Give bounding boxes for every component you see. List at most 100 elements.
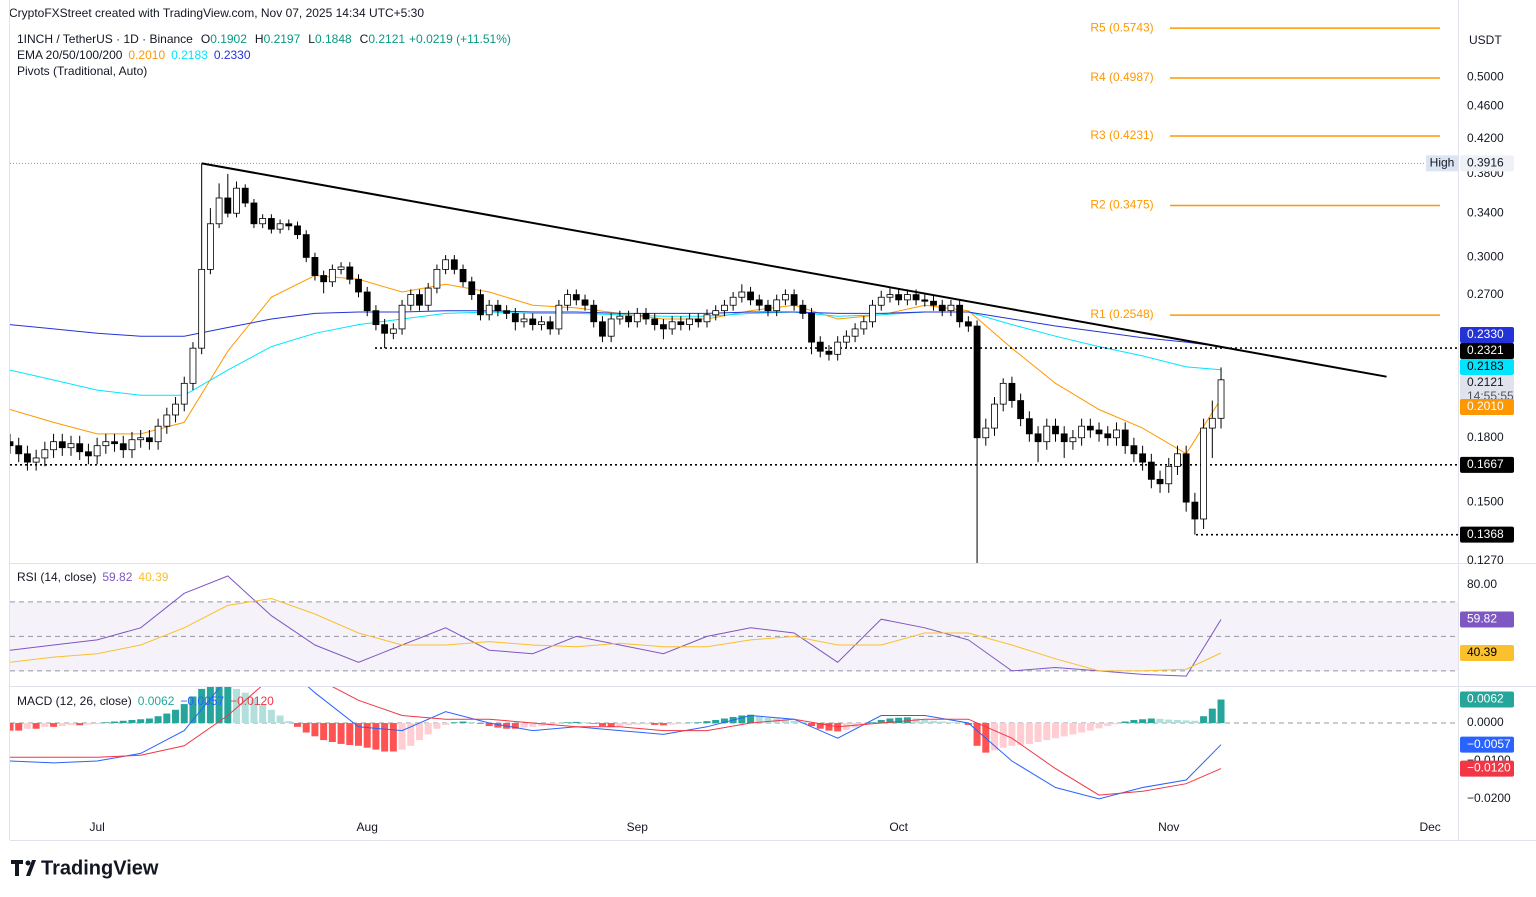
price-badge-label: 0.2183 [1467, 359, 1504, 373]
x-tick-label: Jul [89, 820, 104, 834]
candle-body [625, 315, 632, 323]
macd-histogram-bar [32, 723, 40, 729]
rsi-legend: RSI (14, close) 59.82 40.39 [17, 570, 169, 584]
rsi-value: 40.39 [138, 570, 168, 584]
candle-body [389, 328, 397, 334]
macd-histogram-bar [529, 723, 537, 727]
candle-body [1156, 478, 1164, 485]
macd-histogram-bar [651, 723, 659, 725]
macd-histogram-bar [886, 718, 894, 724]
macd-histogram-bar [869, 722, 877, 724]
price-badge-label: 0.1368 [1467, 527, 1504, 541]
candle-body [294, 225, 301, 236]
macd-histogram-bar [1060, 723, 1068, 737]
candle-body [381, 324, 389, 334]
candle-body [851, 328, 859, 337]
rsi-badge-label: 59.82 [1467, 612, 1497, 626]
macd-histogram-bar [921, 720, 929, 724]
candle-body [799, 304, 807, 314]
macd-histogram-bar [564, 722, 572, 724]
macd-histogram-bar [1078, 723, 1086, 733]
y-tick-label: 0.3400 [1467, 205, 1504, 219]
candle-body [1025, 418, 1033, 435]
macd-histogram-bar [41, 723, 49, 727]
macd-histogram-bar [311, 723, 319, 737]
y-tick-label: 0.1800 [1467, 430, 1504, 444]
macd-histogram-bar [1008, 723, 1016, 746]
macd-histogram-bar [912, 718, 920, 724]
candle-body [651, 318, 659, 326]
pivot-label: R2 (0.3475) [1090, 198, 1153, 212]
candle-body [642, 313, 650, 320]
candle-body [163, 414, 171, 427]
macd-histogram-bar [991, 723, 999, 751]
candle-body [1182, 453, 1190, 503]
macd-histogram-bar [84, 723, 92, 725]
candle-body [137, 437, 145, 441]
candle-body [494, 304, 502, 312]
candle-body [764, 304, 772, 312]
macd-histogram-bar [964, 723, 972, 725]
candle-body [102, 441, 110, 447]
candle-body [24, 453, 31, 463]
candle-body [738, 291, 746, 298]
candle-body [511, 313, 519, 323]
candle-body [477, 294, 484, 316]
y-tick-label: 0.1500 [1467, 494, 1504, 508]
candle-body [285, 223, 293, 227]
candle-body [677, 321, 685, 326]
price-badge [1460, 526, 1514, 543]
candle-body [581, 299, 589, 306]
macd-histogram-bar [67, 723, 75, 725]
macd-legend: MACD (12, 26, close) 0.0062 −0.0057 −0.0120 [17, 694, 274, 708]
logo-dot [25, 860, 31, 866]
macd-badge [1460, 691, 1514, 708]
candle-body [991, 403, 998, 429]
price-badge-label: 0.2010 [1467, 399, 1504, 413]
macd-histogram-bar [1156, 718, 1164, 724]
price-badge-label: 0.3916 [1467, 156, 1504, 170]
candle-body [119, 443, 127, 451]
rsi-line [10, 597, 1222, 672]
candle-body [1043, 425, 1051, 443]
macd-histogram-bar [250, 698, 258, 724]
macd-histogram-bar [389, 723, 397, 752]
price-badge [1460, 326, 1514, 343]
macd-histogram-bar [172, 709, 180, 724]
price-badge [1460, 398, 1514, 415]
macd-histogram-bar [720, 718, 728, 724]
candle-body [337, 266, 345, 270]
y-tick-label: 0.4600 [1467, 99, 1504, 113]
candle-body [938, 304, 946, 312]
ema-value: 0.2010 [128, 48, 165, 62]
ema-value: 0.2183 [171, 48, 208, 62]
candle-body [1191, 501, 1199, 520]
macd-pane [10, 687, 1458, 800]
candle-body [224, 197, 232, 214]
candle-body [895, 294, 903, 301]
macd-histogram-bar [363, 723, 371, 748]
candle-body [599, 321, 606, 337]
candle-body [747, 291, 754, 301]
rsi-tick-label: 80.00 [1467, 577, 1497, 591]
change: +0.0219 (+11.51%) [409, 32, 511, 46]
candle-body [947, 304, 955, 312]
ohlc-key: H [255, 32, 264, 46]
macd-histogram-bar [973, 723, 981, 746]
candle-body [485, 304, 493, 316]
macd-histogram-bar [15, 723, 23, 731]
macd-histogram-bar [206, 687, 214, 724]
candle-body [1069, 437, 1077, 443]
macd-histogram-bar [137, 719, 145, 724]
candle-body [529, 318, 537, 326]
macd-histogram-bar [1095, 723, 1103, 729]
macd-histogram-bar [476, 723, 484, 724]
macd-histogram-bar [877, 720, 885, 724]
high-tag [1426, 155, 1458, 172]
candle-body [755, 299, 763, 306]
candle-body [694, 318, 702, 323]
macd-histogram-bar [607, 723, 615, 727]
candle-body [1165, 465, 1173, 485]
macd-histogram-bar [450, 722, 458, 724]
macd-histogram-bar [1025, 723, 1033, 744]
